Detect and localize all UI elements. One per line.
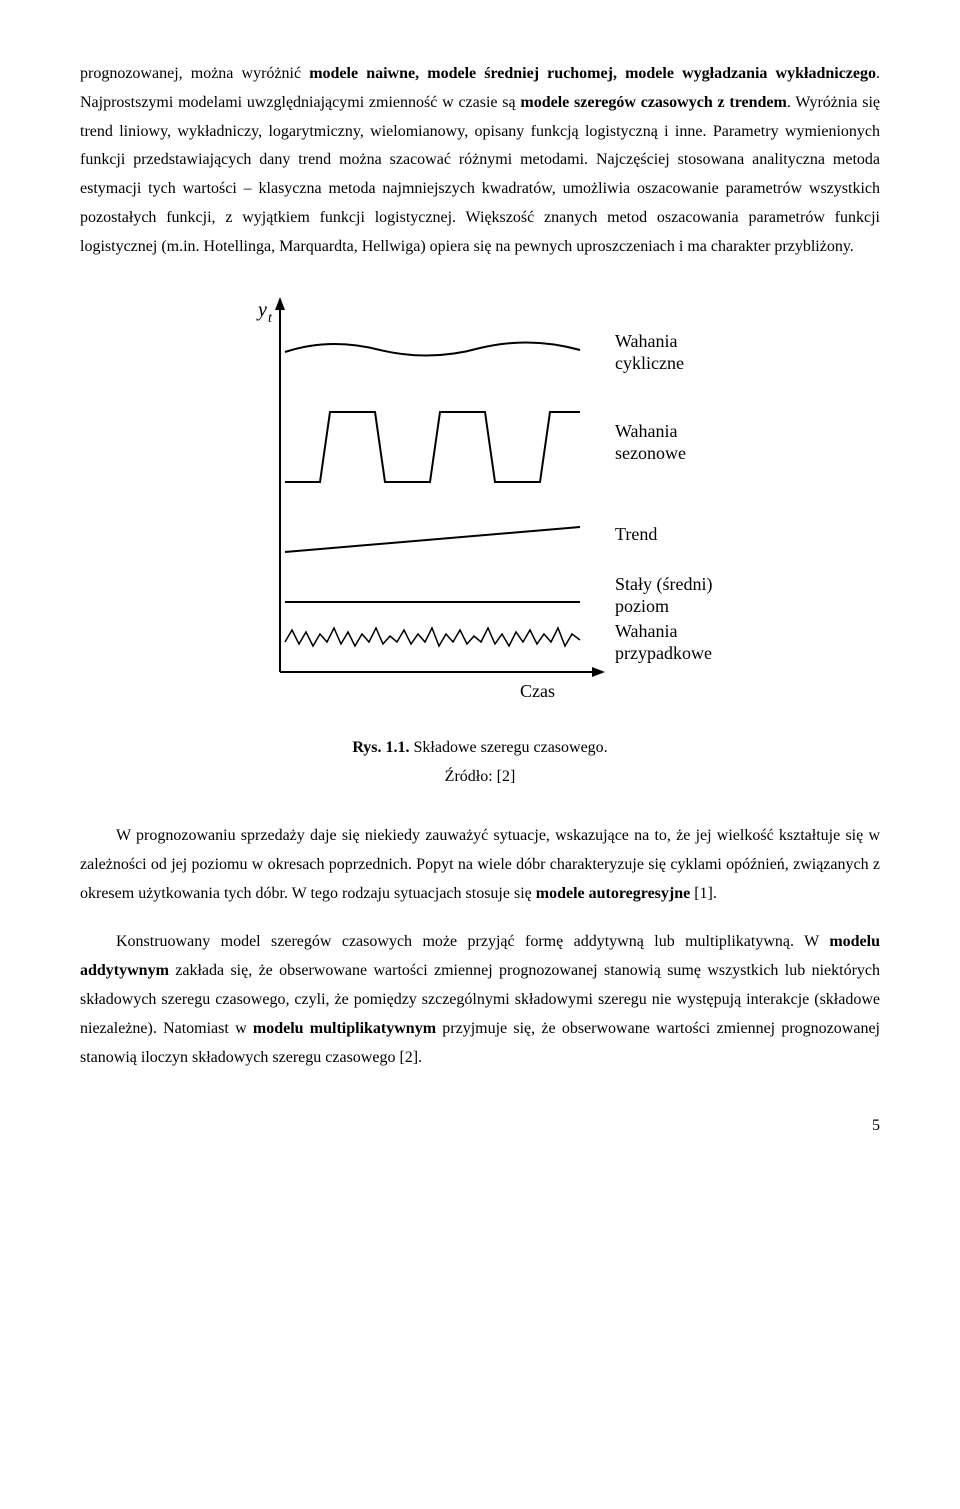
- svg-text:sezonowe: sezonowe: [615, 443, 686, 463]
- time-series-components-diagram: y t Czas Wahania cykliczne Wahania sezon…: [220, 292, 740, 712]
- figure-caption-label: Rys. 1.1.: [352, 739, 409, 756]
- svg-text:Stały (średni): Stały (średni): [615, 574, 712, 595]
- svg-text:przypadkowe: przypadkowe: [615, 643, 712, 663]
- p2-text-2: [1].: [690, 885, 717, 902]
- paragraph-2: W prognozowaniu sprzedaży daje się nieki…: [80, 822, 880, 908]
- p1-text-3: . Wyróżnia się trend liniowy, wykładnicz…: [80, 94, 880, 255]
- figure-caption-text: Składowe szeregu czasowego.: [410, 739, 608, 756]
- svg-text:cykliczne: cykliczne: [615, 353, 684, 373]
- svg-text:y: y: [256, 299, 267, 321]
- figure-container: y t Czas Wahania cykliczne Wahania sezon…: [80, 292, 880, 792]
- p2-text-1: W prognozowaniu sprzedaży daje się nieki…: [80, 827, 880, 902]
- svg-text:Wahania: Wahania: [615, 621, 678, 641]
- page-number: 5: [80, 1112, 880, 1141]
- p1-bold-2: modele szeregów czasowych z trendem: [520, 94, 786, 111]
- figure-caption: Rys. 1.1. Składowe szeregu czasowego.: [80, 734, 880, 763]
- svg-text:poziom: poziom: [615, 596, 669, 616]
- p1-text-1: prognozowanej, można wyróżnić: [80, 65, 309, 82]
- p2-bold: modele autoregresyjne: [536, 885, 690, 902]
- figure-source: Źródło: [2]: [80, 763, 880, 792]
- svg-text:Wahania: Wahania: [615, 331, 678, 351]
- svg-text:Trend: Trend: [615, 524, 657, 544]
- p1-bold-1: modele naiwne, modele średniej ruchomej,…: [309, 65, 876, 82]
- svg-text:Wahania: Wahania: [615, 421, 678, 441]
- p3-text-1: Konstruowany model szeregów czasowych mo…: [116, 933, 829, 950]
- svg-text:Czas: Czas: [520, 681, 555, 701]
- paragraph-3: Konstruowany model szeregów czasowych mo…: [80, 928, 880, 1072]
- paragraph-1: prognozowanej, można wyróżnić modele nai…: [80, 60, 880, 262]
- p3-bold-2: modelu multiplikatywnym: [253, 1020, 436, 1037]
- svg-text:t: t: [268, 311, 273, 326]
